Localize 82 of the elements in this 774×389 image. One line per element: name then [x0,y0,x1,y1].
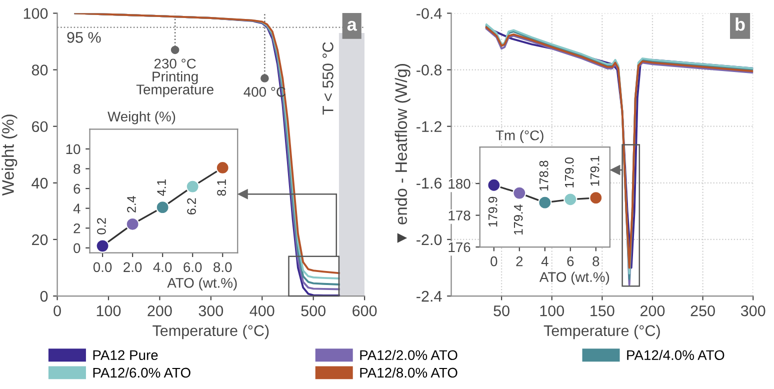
x-tick-label: 200 [148,305,172,316]
y-axis-title: Weight (%) [2,114,18,196]
x-tick-label: 500 [301,305,326,316]
point [538,196,552,210]
legend-label: PA12/8.0% ATO [360,367,458,378]
point [156,200,170,214]
y-tick-label: 2 [74,223,80,234]
point [186,180,200,194]
y-tick-label: -0.4 [416,8,442,19]
y-tick-label: 10 [66,144,80,154]
data-label: 8.1 [217,179,226,196]
x-tick-label: 300 [740,305,766,316]
x-tick-label: 100 [540,305,564,316]
x-axis-title: Temperature (°C) [544,324,660,340]
y-tick-label: 0 [40,290,48,302]
x-tick-label: 200 [640,305,665,316]
annotation: b [736,18,745,31]
y-tick-label: -1.2 [416,121,442,132]
point [96,239,110,253]
x-tick-label: 600 [352,305,377,316]
y-axis-title: Tm (°C) [496,130,544,144]
y-tick-label: 80 [32,64,48,76]
data-label: 4.1 [157,179,166,196]
data-label: 179.0 [564,158,574,188]
x-tick-label: 250 [690,305,715,316]
y-tick-label: 176 [448,242,470,252]
x-tick-label: 0.0 [93,262,112,272]
data-label: 179.1 [590,156,600,186]
y-tick-label: 40 [32,178,48,189]
y-axis-title: Weight (%) [108,111,176,124]
ref-line-label: 95 % [67,32,101,43]
point [564,192,578,206]
y-tick-label: -2.4 [416,290,442,302]
x-tick-label: 400 [250,305,274,316]
data-label: 179.9 [488,196,498,227]
data-label: 6.2 [187,198,196,214]
data-label: 178.8 [539,160,548,191]
x-axis-title: Temperature (°C) [152,324,269,340]
x-tick-label: 0 [490,256,498,266]
x-tick-label: 8 [592,256,600,266]
band-label: T < 550 °C [322,42,334,115]
y-tick-label: 178 [448,210,470,220]
y-tick-label: 60 [32,121,48,132]
y-tick-label: 8 [74,164,80,174]
y-tick-label: 100 [24,8,48,19]
annotation: a [347,20,357,31]
y-tick-label: -1.6 [416,178,442,189]
point [216,160,230,175]
x-tick-label: 50 [494,305,510,316]
y-tick-label: 6 [74,184,80,194]
annotation: 230 °C Printing Temperature [136,58,214,98]
x-tick-label: 6 [567,256,574,266]
y-tick-label: 180 [448,178,470,189]
y-tick-label: 4 [73,204,80,214]
legend-label: PA12/6.0% ATO [93,367,190,378]
data-label: 0.2 [97,218,106,234]
legend-label: PA12/2.0% ATO [360,350,458,360]
point [126,217,140,231]
x-tick-label: 100 [96,305,121,316]
x-tick-label: 2 [516,256,523,266]
x-tick-label: 6.0 [184,262,202,272]
x-axis-title: ATO (wt.%) [539,272,610,285]
data-label: 179.4 [514,204,523,234]
legend-label: PA12 Pure [93,350,158,360]
point [487,178,501,192]
y-tick-label: 0 [74,243,80,254]
x-tick-label: 300 [198,305,224,316]
x-tick-label: 0 [54,305,61,316]
y-tick-label: 20 [32,234,48,246]
x-tick-label: 4 [541,256,548,266]
x-tick-label: 2.0 [124,262,142,272]
x-tick-label: 150 [590,305,614,316]
x-tick-label: 8.0 [214,262,232,272]
data-label: 2.4 [127,196,136,212]
y-axis-title: ▼ endo - Heatflow (W/g) [394,64,410,243]
x-axis-title: ATO (wt.%) [167,278,237,291]
legend-label: PA12/4.0% ATO [627,350,724,360]
point [589,191,603,205]
y-tick-label: -0.8 [416,64,442,76]
x-tick-label: 4.0 [153,262,172,272]
y-tick-label: -2.0 [416,234,442,246]
point [512,186,526,200]
